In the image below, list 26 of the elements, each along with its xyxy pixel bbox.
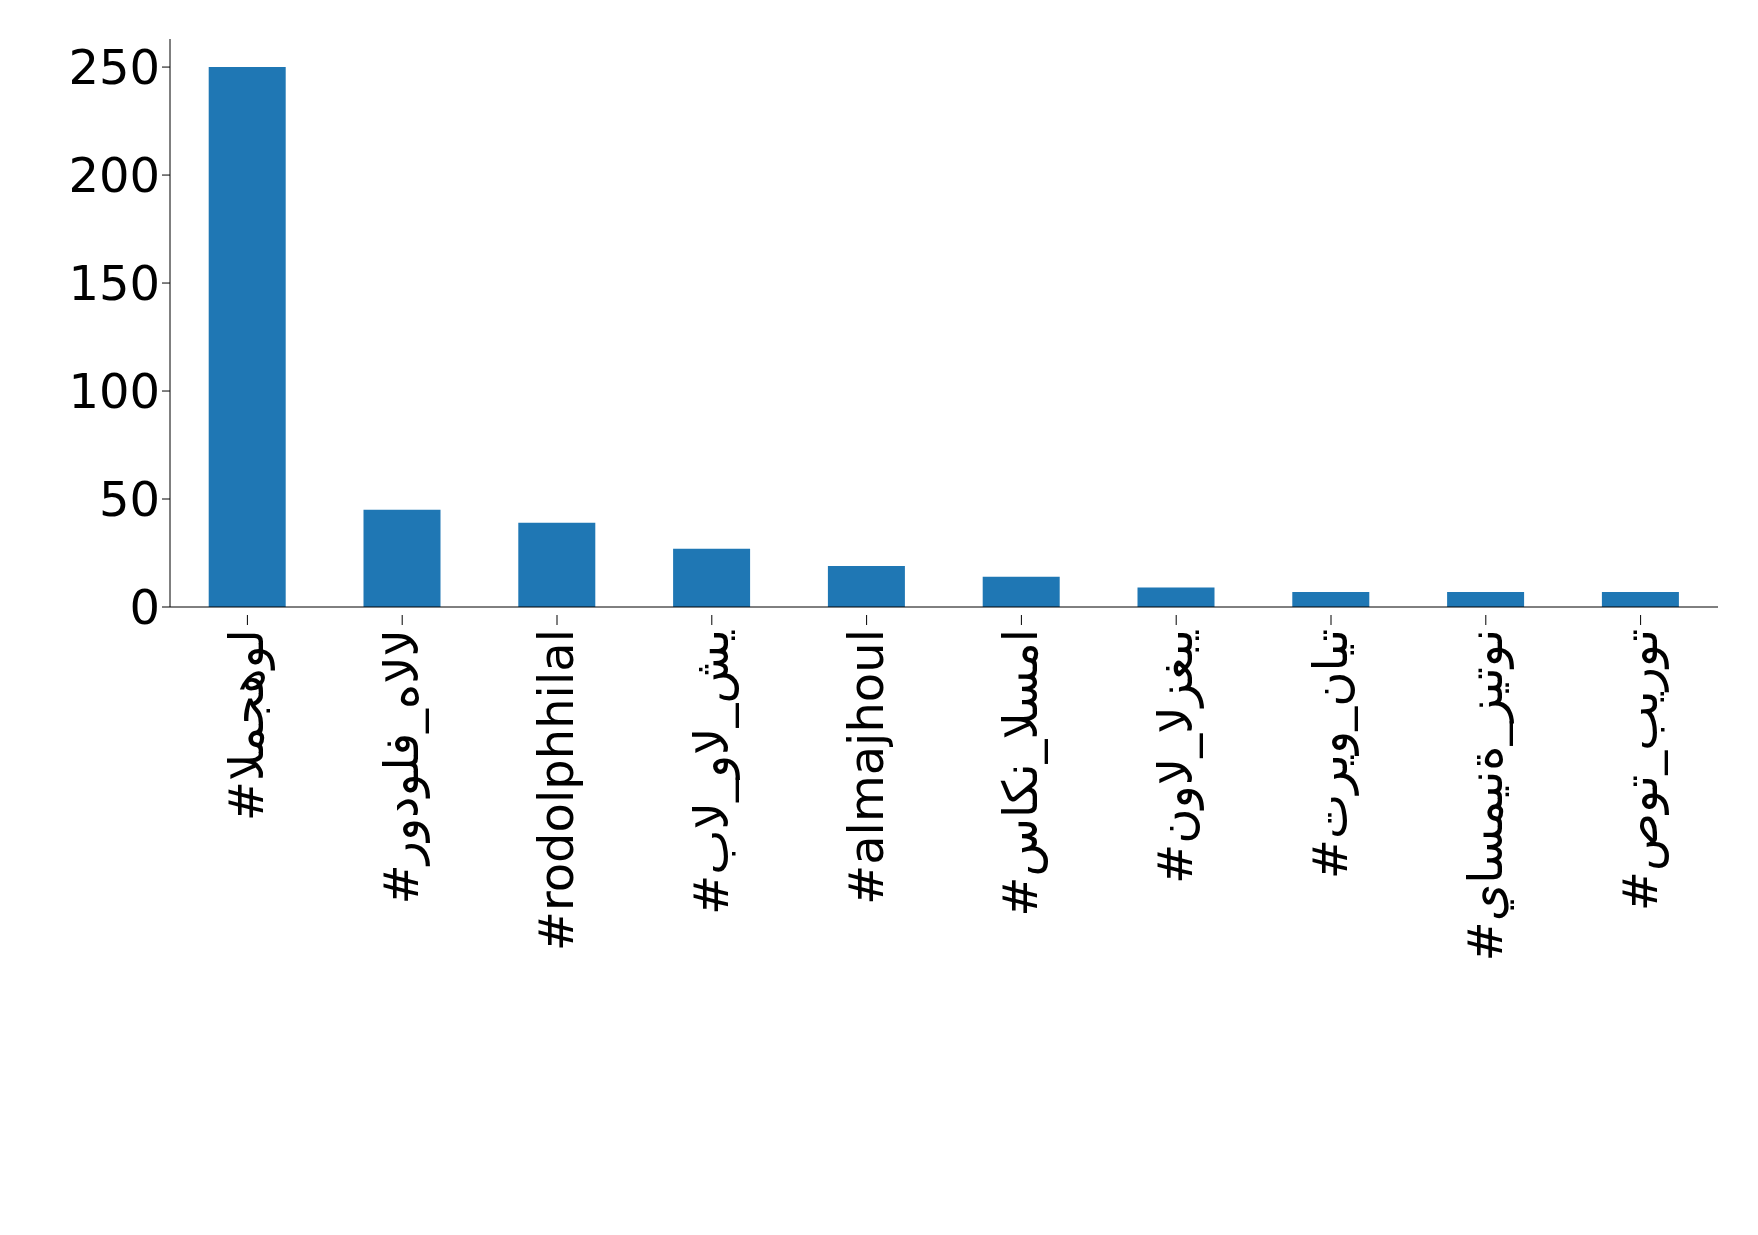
- y-tick-label: 50: [98, 471, 160, 528]
- bar: [1137, 587, 1215, 607]
- x-tick-label: #بال_وال_شي: [682, 629, 740, 915]
- x-tick-label: #المجهول: [218, 629, 276, 822]
- bar: [982, 576, 1060, 607]
- bar: [363, 509, 441, 607]
- bar: [1601, 591, 1679, 607]
- x-tick-label: #ياسمينة_زيتون: [1456, 629, 1514, 962]
- y-tick-label: 150: [68, 255, 160, 312]
- x-tick-label: #صوت_بيروت: [1611, 629, 1669, 912]
- bar: [1292, 591, 1370, 607]
- x-tick-label: #تريو_نايت: [1302, 629, 1359, 880]
- y-tick-label: 100: [68, 363, 160, 420]
- x-tick-label: #ساكن_السما: [992, 629, 1049, 917]
- y-tick-label: 200: [68, 147, 160, 204]
- bar: [827, 565, 905, 607]
- bar: [1447, 591, 1525, 607]
- y-tick-label: 0: [129, 579, 160, 636]
- y-tick-label: 250: [68, 39, 160, 96]
- bar: [673, 548, 751, 607]
- bar: [518, 522, 596, 607]
- x-tick-label: #نوال_الزغبي: [1147, 629, 1205, 884]
- x-tick-label: #rodolphhilal: [528, 629, 584, 952]
- x-tick-label: #رودولف_هالال: [373, 629, 431, 905]
- bar: [208, 67, 286, 607]
- x-tick-label: #almajhoul: [837, 629, 894, 906]
